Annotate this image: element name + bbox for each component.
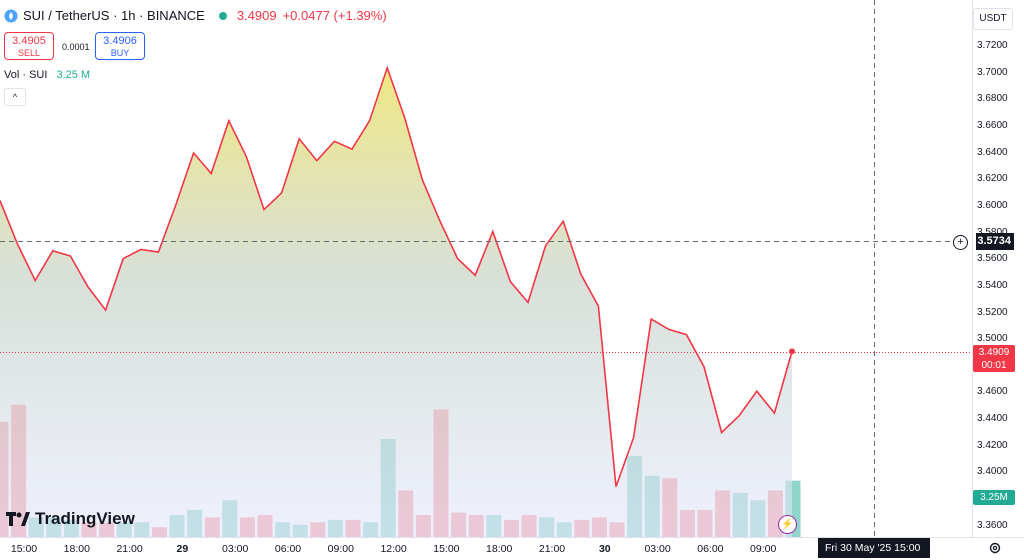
price-line (0, 65, 793, 487)
sell-label: SELL (17, 48, 41, 58)
time-tick-label: 03:00 (222, 543, 249, 555)
time-tick-label: 21:00 (116, 543, 143, 555)
price-tick-label: 3.5600 (977, 253, 1008, 265)
last-price-value: 3.4909 (978, 347, 1010, 358)
bar-countdown: 00:01 (981, 360, 1007, 371)
price-tick-label: 3.4000 (977, 466, 1008, 478)
buy-label: BUY (110, 48, 130, 58)
price-tick-label: 3.4400 (977, 413, 1008, 425)
spread-value: 0.0001 (62, 42, 90, 52)
price-tick-label: 3.7000 (977, 66, 1008, 78)
time-tick-label: 06:00 (274, 543, 302, 555)
time-tick-label: 30 (598, 543, 611, 555)
buy-price: 3.4906 (103, 35, 137, 47)
header-price: 3.4909 (236, 8, 277, 23)
price-tick-label: 3.5400 (977, 279, 1008, 291)
plus-circle-icon[interactable]: + (953, 235, 968, 250)
time-tick-label: 09:00 (327, 543, 354, 555)
volume-legend-value: 3.25 M (56, 69, 91, 81)
volume-badge: 3.25M (973, 490, 1015, 505)
price-tick-label: 3.6200 (977, 173, 1008, 185)
price-tick-label: 3.5800 (977, 227, 1008, 238)
header-change: +0.0477 (+1.39%) (282, 8, 387, 23)
last-price-badge: 3.4909 00:01 (973, 345, 1015, 372)
price-tick-label: 3.6600 (977, 119, 1008, 131)
price-tick-label: 3.7200 (977, 40, 1008, 51)
price-tick-label: 3.4600 (977, 386, 1008, 398)
time-tick-label: 15:00 (433, 543, 460, 555)
volume-legend[interactable]: Vol · SUI 3.25 M (4, 69, 90, 81)
time-tick-label: 09:00 (750, 543, 777, 555)
price-tick-label: 3.3600 (977, 519, 1008, 531)
price-tick-label: 3.6400 (977, 146, 1008, 158)
sell-price: 3.4905 (12, 35, 46, 47)
time-tick-label: 18:00 (486, 543, 513, 555)
price-tick-label: 3.5200 (977, 306, 1008, 318)
crosshair-date-label: Fri 30 May '25 15:00 (818, 538, 930, 558)
buy-button[interactable]: 3.4906 BUY (95, 32, 145, 60)
gear-icon[interactable] (988, 541, 1002, 555)
flash-icon[interactable]: ⚡ (778, 515, 797, 534)
time-tick-label: 06:00 (697, 543, 724, 555)
time-tick-label: 21:00 (538, 543, 566, 555)
crosshair-price-label: 3.5734 (976, 233, 1014, 250)
symbol-header: SUI / TetherUS · 1h · BINANCE 3.4909 +0.… (4, 8, 387, 23)
tradingview-logo-icon (6, 512, 30, 526)
time-tick-label: 18:00 (63, 543, 90, 555)
market-status-dot (218, 11, 227, 20)
collapse-legend-button[interactable]: ^ (4, 88, 26, 106)
chevron-up-icon: ^ (12, 92, 18, 102)
time-tick-label: 03:00 (644, 543, 671, 555)
sui-logo-icon (4, 9, 18, 22)
tradingview-brand-text: TradingView (35, 509, 135, 528)
last-price-dot (789, 348, 795, 355)
price-tick-label: 3.5000 (977, 333, 1008, 345)
tradingview-logo[interactable]: TradingView (6, 509, 135, 529)
price-tick-label: 3.6000 (977, 199, 1008, 211)
time-tick-label: 15:00 (10, 543, 38, 555)
price-area (0, 67, 792, 538)
time-tick-label: 29 (176, 543, 189, 555)
time-tick-label: 12:00 (380, 543, 407, 555)
sell-button[interactable]: 3.4905 SELL (4, 32, 54, 60)
symbol-title[interactable]: SUI / TetherUS · 1h · BINANCE (23, 8, 205, 23)
price-tick-label: 3.4200 (977, 439, 1008, 451)
currency-button[interactable]: USDT (973, 8, 1013, 30)
price-tick-label: 3.6800 (977, 93, 1008, 105)
volume-legend-label: Vol · SUI (4, 69, 48, 81)
